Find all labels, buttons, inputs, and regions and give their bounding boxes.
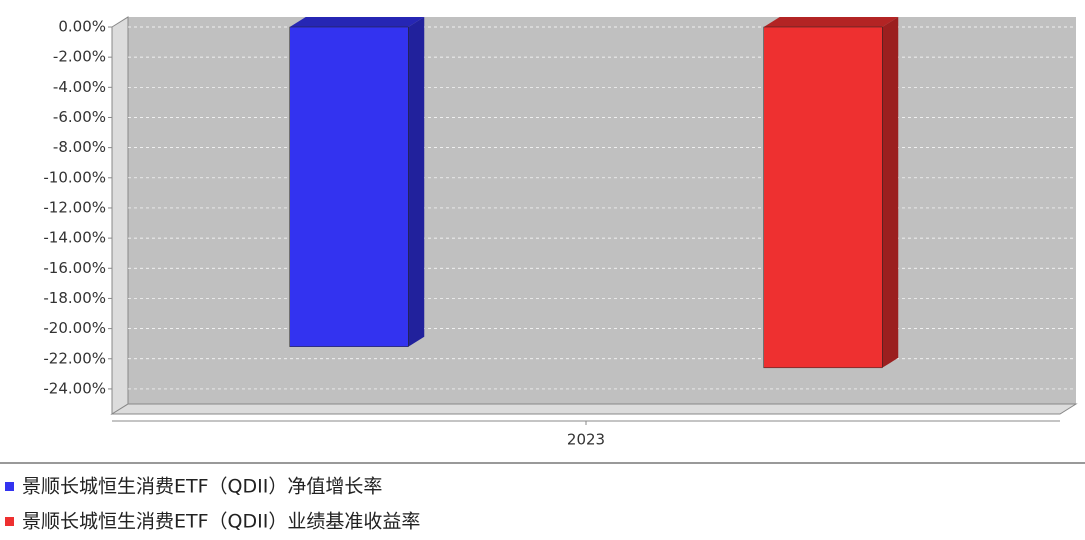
bar — [289, 17, 425, 347]
bar-top — [763, 17, 899, 27]
legend-label: 景顺长城恒生消费ETF（QDII）净值增长率 — [22, 476, 382, 498]
y-tick-label: -16.00% — [43, 259, 106, 277]
legend-swatch — [5, 517, 14, 526]
x-tick-label: 2023 — [567, 431, 605, 449]
bar-front — [289, 26, 409, 347]
y-tick-label: -18.00% — [43, 289, 106, 307]
y-tick-label: 0.00% — [58, 18, 106, 36]
back-wall — [128, 17, 1076, 404]
legend-label: 景顺长城恒生消费ETF（QDII）业绩基准收益率 — [22, 511, 420, 533]
floor — [110, 403, 1078, 415]
legend-swatch — [5, 482, 14, 491]
y-tick-label: -4.00% — [53, 78, 106, 96]
y-tick-label: -12.00% — [43, 198, 106, 216]
y-tick-label: -20.00% — [43, 319, 106, 337]
y-tick-label: -10.00% — [43, 168, 106, 186]
y-tick-label: -22.00% — [43, 349, 106, 367]
y-tick-label: -24.00% — [43, 379, 106, 397]
bar — [763, 17, 899, 369]
left-wall — [111, 16, 129, 415]
y-tick-label: -8.00% — [53, 138, 106, 156]
y-tick-label: -2.00% — [53, 48, 106, 66]
bar-side — [882, 17, 899, 368]
y-tick-label: -6.00% — [53, 108, 106, 126]
bar-front — [763, 26, 883, 369]
bar-top — [289, 17, 425, 27]
y-tick-label: -14.00% — [43, 229, 106, 247]
bar-side — [408, 17, 425, 347]
